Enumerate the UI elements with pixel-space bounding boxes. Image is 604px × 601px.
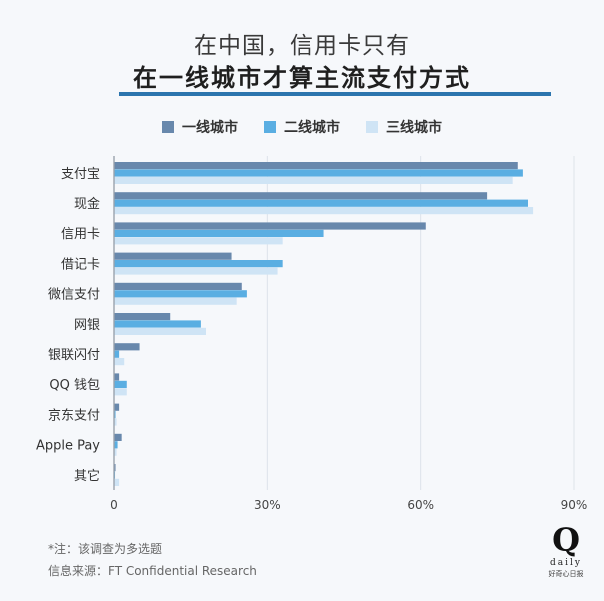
category-label-1: 现金 — [74, 196, 100, 212]
category-label-9: Apple Pay — [36, 439, 100, 454]
category-label-10: 其它 — [74, 468, 100, 484]
x-tick-label-30: 30% — [254, 498, 281, 512]
bar-9-series-0 — [114, 433, 122, 441]
legend-label-tier2: 二线城市 — [284, 120, 340, 136]
title-underline — [119, 92, 551, 96]
bar-3-series-0 — [114, 252, 232, 260]
bar-8-series-1 — [114, 411, 116, 419]
bar-4-series-0 — [114, 282, 242, 290]
category-label-0: 支付宝 — [61, 167, 100, 182]
legend-item-tier1: 一线城市 — [162, 117, 238, 137]
bar-0-series-0 — [114, 162, 518, 170]
legend-item-tier2: 二线城市 — [264, 117, 340, 137]
bar-0-series-2 — [114, 176, 513, 184]
logo-text: daily — [550, 558, 582, 568]
legend-swatch-tier2 — [264, 121, 276, 133]
legend-swatch-tier3 — [366, 121, 378, 133]
bar-6-series-2 — [114, 358, 125, 366]
source-note: 信息来源：FT Confidential Research — [48, 564, 257, 578]
category-label-4: 微信支付 — [48, 288, 100, 303]
legend: 一线城市 二线城市 三线城市 — [0, 117, 604, 137]
footnote: *注：该调查为多选题 — [48, 542, 163, 556]
chart-title-line1: 在中国，信用卡只有 — [194, 33, 410, 59]
bar-3-series-1 — [114, 260, 283, 268]
bar-2-series-1 — [114, 229, 324, 237]
bar-5-series-0 — [114, 313, 171, 321]
bar-4-series-2 — [114, 297, 237, 305]
bar-9-series-1 — [114, 441, 118, 449]
bar-8-series-0 — [114, 403, 120, 411]
x-tick-label-0: 0 — [110, 498, 118, 512]
bar-7-series-1 — [114, 380, 127, 388]
bar-1-series-0 — [114, 192, 488, 200]
bar-2-series-2 — [114, 237, 283, 245]
bar-1-series-1 — [114, 199, 528, 207]
category-label-7: QQ 钱包 — [49, 378, 100, 393]
bar-8-series-2 — [114, 418, 117, 426]
bar-5-series-2 — [114, 327, 206, 335]
category-label-6: 银联闪付 — [48, 348, 100, 363]
chart-title-line2: 在一线城市才算主流支付方式 — [133, 64, 471, 92]
bar-7-series-2 — [114, 388, 127, 396]
legend-label-tier3: 三线城市 — [386, 120, 442, 136]
bar-2-series-0 — [114, 222, 426, 230]
bar-10-series-0 — [114, 464, 116, 472]
bar-6-series-0 — [114, 343, 140, 351]
logo-mark: Q — [552, 521, 580, 559]
bar-9-series-2 — [114, 448, 117, 456]
category-label-8: 京东支付 — [48, 408, 100, 423]
publisher-logo: Q daily 好奇心日报 — [546, 523, 586, 587]
bar-3-series-2 — [114, 267, 278, 275]
bar-7-series-0 — [114, 373, 120, 381]
logo-subtext: 好奇心日报 — [548, 570, 584, 578]
bar-1-series-2 — [114, 207, 534, 215]
bar-0-series-1 — [114, 169, 523, 177]
category-label-3: 借记卡 — [61, 257, 100, 272]
bar-10-series-2 — [114, 478, 120, 486]
legend-item-tier3: 三线城市 — [366, 117, 442, 137]
x-tick-label-60: 60% — [407, 498, 434, 512]
legend-swatch-tier1 — [162, 121, 174, 133]
category-label-5: 网银 — [74, 318, 100, 333]
bar-5-series-1 — [114, 320, 201, 328]
bar-6-series-1 — [114, 350, 120, 358]
category-label-2: 信用卡 — [61, 227, 100, 242]
bar-4-series-1 — [114, 290, 247, 298]
x-tick-label-90: 90% — [561, 498, 588, 512]
legend-label-tier1: 一线城市 — [182, 120, 238, 136]
